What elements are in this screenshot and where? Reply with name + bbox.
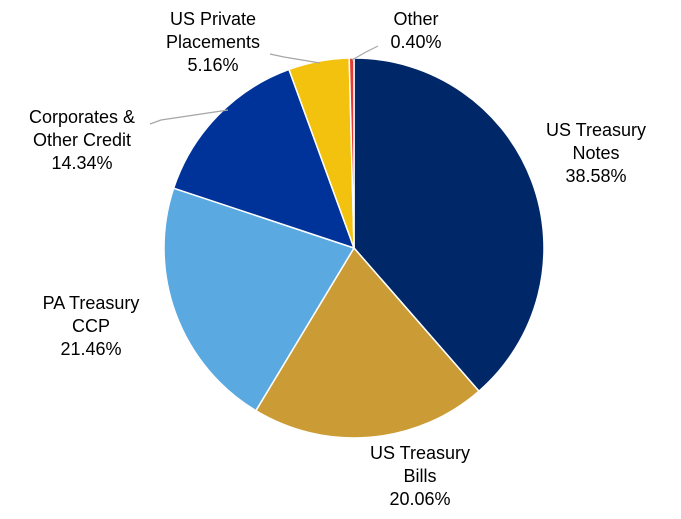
slice-category-label: US Treasury xyxy=(370,443,470,463)
slice-category-label: Notes xyxy=(572,143,619,163)
slice-value-label: 21.46% xyxy=(60,339,121,359)
slice-category-label: Other Credit xyxy=(33,130,131,150)
slice-label-2: US Treasury Bills 20.06% xyxy=(370,443,470,509)
slice-label-4: Corporates & Other Credit 14.34% xyxy=(29,107,135,173)
slice-labels: US Treasury Notes 38.58% US Treasury Bills 20… xyxy=(29,9,646,509)
pie-slice-6 xyxy=(348,57,355,249)
slice-category-label: Placements xyxy=(166,32,260,52)
slice-value-label: 14.34% xyxy=(51,153,112,173)
pie-slice-1 xyxy=(353,57,545,393)
slice-category-label: US Treasury xyxy=(546,120,646,140)
slice-category-label: CCP xyxy=(72,316,110,336)
pie-slice-2 xyxy=(254,246,480,439)
pie-slices xyxy=(163,57,545,439)
pie-slice-4 xyxy=(172,68,356,250)
slice-value-label: 5.16% xyxy=(187,55,238,75)
leader-line-5 xyxy=(269,53,321,64)
slice-category-label: Corporates & xyxy=(29,107,135,127)
slice-label-5: US Private Placements 5.16% xyxy=(166,9,260,75)
slice-category-label: Bills xyxy=(403,466,436,486)
slice-label-3: PA Treasury CCP 21.46% xyxy=(43,293,140,359)
pie-slice-3 xyxy=(163,187,356,412)
slice-category-label: US Private xyxy=(170,9,256,29)
slice-category-label: PA Treasury xyxy=(43,293,140,313)
leader-line-4 xyxy=(149,109,229,125)
slice-label-6: Other 0.40% xyxy=(390,9,441,52)
slice-category-label: Other xyxy=(393,9,438,29)
slice-label-1: US Treasury Notes 38.58% xyxy=(546,120,646,186)
leader-line-6 xyxy=(351,45,379,61)
leader-lines xyxy=(149,45,379,125)
slice-value-label: 20.06% xyxy=(389,489,450,509)
slice-value-label: 0.40% xyxy=(390,32,441,52)
slice-value-label: 38.58% xyxy=(565,166,626,186)
